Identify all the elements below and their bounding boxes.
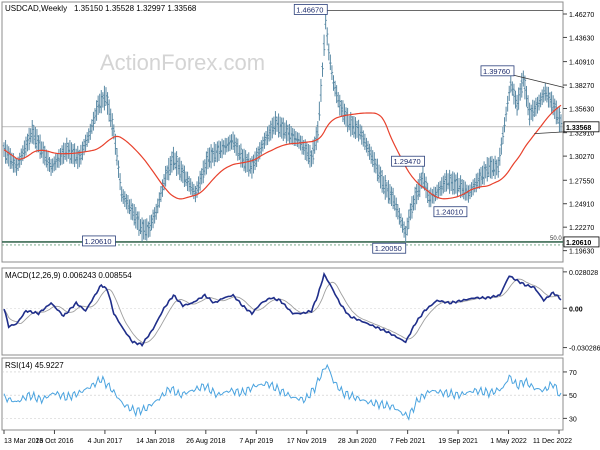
macd-label: MACD(12,26,9) 0.006243 0.008554	[5, 271, 132, 280]
current-price-box	[563, 121, 600, 133]
x-axis-tick-label: 17 Nov 2019	[287, 438, 327, 445]
price-annotation-box	[372, 242, 407, 254]
rsi-panel: 70 50 30 RSI(14) 45.9227	[1, 357, 577, 431]
price-annotation-label: 1.39760	[483, 67, 510, 76]
x-axis-tick-label: 4 Jun 2017	[88, 438, 123, 445]
macd-series	[2, 271, 563, 347]
price-annotation-label: 1.46670	[296, 5, 323, 14]
price-annotation-label: 1.29470	[394, 157, 421, 166]
macd-line	[3, 271, 562, 347]
fib-label: 50.0	[550, 236, 562, 242]
symbol-label: USDCAD,Weekly	[5, 4, 67, 13]
price-annotation-box	[480, 65, 515, 77]
price-y-tick-label: 1.30270	[569, 154, 594, 161]
price-annotation-box	[293, 4, 328, 15]
x-axis-tick-label: 7 Apr 2019	[239, 438, 273, 445]
macd-y-tick-label: 0.00	[569, 306, 583, 313]
price-y-tick-label: 1.35630	[569, 107, 594, 114]
watermark: ActionForex.com	[100, 50, 265, 75]
price-y-tick-label: 1.40910	[569, 60, 594, 67]
macd-plot-area	[1, 267, 564, 356]
current-price-label: 1.33568	[566, 125, 591, 132]
price-y-tick-label: 1.43630	[569, 35, 594, 42]
price-y-tick-label: 1.22270	[569, 225, 594, 232]
x-axis-tick-label: 13 Mar 2016	[4, 438, 43, 445]
rsi-y-tick-label: 50	[569, 393, 577, 400]
price-y-tick-label: 1.32910	[569, 131, 594, 138]
x-axis-tick-label: 14 Jan 2018	[136, 438, 175, 445]
macd-signal-line	[3, 278, 562, 344]
rsi-series	[3, 363, 562, 421]
triangle-lower-line	[534, 131, 565, 135]
ohlc-label: 1.35150 1.35528 1.32997 1.33568	[74, 4, 197, 13]
rsi-y-tick-label: 30	[569, 416, 577, 423]
rsi-y-tick-label: 70	[569, 370, 577, 377]
price-y-tick-label: 1.46270	[569, 12, 594, 19]
price-annotation-box	[82, 235, 116, 247]
moving-average-line	[3, 104, 562, 200]
x-axis-tick-label: 1 May 2022	[490, 438, 527, 445]
price-panel: ActionForex.com 1.46270 1.43630 1.40910 1.3…	[1, 1, 600, 263]
price-y-axis: 1.46270 1.43630 1.40910 1.38270 1.35630 1.329…	[563, 12, 594, 256]
support-level-box	[563, 236, 600, 248]
price-y-tick-label: 1.19630	[569, 249, 594, 256]
x-axis-tick-label: 11 Dec 2022	[533, 438, 572, 445]
x-axis-tick-label: 26 Aug 2018	[186, 438, 225, 445]
price-y-tick-label: 1.38270	[569, 83, 594, 90]
price-annotation-label: 1.24010	[436, 208, 463, 217]
macd-panel: 0.028028 0.00 -0.030286 MACD(12,26,9) 0.00…	[1, 267, 600, 356]
x-axis-tick-label: 7 Feb 2021	[390, 438, 426, 445]
support-level-label: 1.20610	[566, 240, 591, 247]
macd-y-tick-label: -0.030286	[569, 346, 600, 353]
rsi-label: RSI(14) 45.9227	[5, 361, 64, 370]
price-annotation-label: 1.20050	[375, 244, 402, 253]
rsi-plot-area	[1, 357, 564, 431]
x-axis-tick-label: 19 Sep 2021	[438, 438, 478, 445]
x-axis-tick-label: 23 Oct 2016	[35, 438, 73, 445]
price-annotation-label: 1.20610	[84, 237, 111, 246]
triangle-upper-line	[509, 73, 565, 88]
price-y-tick-label: 1.27550	[569, 178, 594, 185]
macd-y-axis: 0.028028 0.00 -0.030286	[563, 270, 600, 353]
price-annotation-box	[391, 155, 425, 167]
price-y-tick-label: 1.24910	[569, 202, 594, 209]
price-annotations: 1.46670 1.39760 1.29470 1.24010 1.20610 1.200…	[82, 4, 600, 254]
price-annotation-box	[433, 206, 468, 218]
price-plot-area	[1, 1, 564, 263]
rsi-y-axis: 70 50 30	[2, 370, 577, 423]
macd-y-tick-label: 0.028028	[569, 270, 598, 277]
x-axis-tick-label: 28 Jun 2020	[338, 438, 377, 445]
rsi-line	[3, 363, 562, 421]
